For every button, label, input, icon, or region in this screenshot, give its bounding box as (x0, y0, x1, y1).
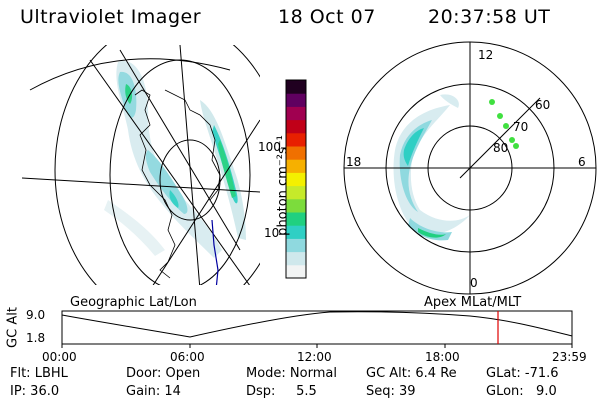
param-gc-alt: GC Alt: 6.4 Re (366, 366, 457, 381)
colorbar-band (286, 132, 306, 147)
date-label: 18 Oct 07 (278, 6, 376, 28)
param-glat: GLat: -71.6 (486, 366, 559, 381)
mlat-spoke (459, 97, 541, 179)
aurora-emission-geo (104, 60, 246, 258)
colorbar-label-10: 10 (264, 226, 280, 240)
altitude-strip-frame (61, 310, 573, 345)
mlt-label-18: 18 (346, 155, 362, 169)
colorbar-band (286, 264, 306, 279)
colorbar-frame (285, 79, 307, 279)
param-glon: GLon: 9.0 (486, 384, 557, 399)
colorbar-band (286, 119, 306, 134)
param-ip: IP: 36.0 (10, 384, 60, 399)
altitude-axis-label: GC Alt (5, 307, 21, 348)
colorbar-band (286, 172, 306, 187)
time-tick-2359: 23:59 (552, 350, 587, 364)
colorbar-band (286, 238, 306, 253)
colorbar (286, 80, 306, 279)
colorbar-label-100: 100 (258, 140, 281, 154)
mlat-label-70: 70 (513, 120, 529, 134)
altitude-x-ticks (61, 344, 573, 348)
colorbar-band (286, 93, 306, 107)
altitude-y-max: 9.0 (26, 308, 46, 322)
colorbar-band (286, 198, 306, 213)
mlt-label-12: 12 (478, 48, 494, 62)
param-filter: Flt: LBHL (10, 366, 68, 381)
param-seq: Seq: 39 (366, 384, 416, 399)
polar-plot (343, 41, 597, 295)
param-gain: Gain: 14 (126, 384, 181, 399)
time-tick-0600: 06:00 (170, 350, 205, 364)
mlt-label-0: 0 (470, 276, 478, 290)
param-door: Door: Open (126, 366, 201, 381)
colorbar-band (286, 225, 306, 239)
time-tick-1800: 18:00 (425, 350, 460, 364)
colorbar-band (286, 106, 306, 121)
mlt-label-6: 6 (578, 155, 586, 169)
colorbar-band (286, 146, 306, 160)
colorbar-unit-label: photon cm⁻²s⁻¹ (275, 135, 291, 236)
colorbar-band (286, 212, 306, 226)
mlat-label-60: 60 (535, 98, 551, 112)
instrument-title: Ultraviolet Imager (20, 6, 202, 28)
param-mode: Mode: Normal (246, 366, 337, 381)
geographic-map (22, 45, 260, 285)
altitude-y-min: 1.8 (26, 331, 46, 345)
geographic-caption: Geographic Lat/Lon (70, 295, 197, 310)
apex-caption: Apex MLat/MLT (424, 295, 522, 310)
param-dsp: Dsp: 5.5 (246, 384, 317, 399)
polar-grid (343, 41, 597, 295)
time-tick-0000: 00:00 (42, 350, 77, 364)
mlat-label-80: 80 (493, 141, 509, 155)
time-label: 20:37:58 UT (428, 6, 551, 28)
colorbar-band (286, 80, 306, 94)
colorbar-band (286, 159, 306, 173)
aurora-emission-polar (393, 94, 470, 241)
coastline-highlight (211, 219, 219, 285)
time-tick-1200: 12:00 (297, 350, 332, 364)
satellite-track (489, 99, 519, 149)
colorbar-band (286, 251, 306, 266)
colorbar-band (286, 185, 306, 200)
altitude-curve (61, 311, 573, 338)
geo-coastlines (134, 89, 221, 279)
